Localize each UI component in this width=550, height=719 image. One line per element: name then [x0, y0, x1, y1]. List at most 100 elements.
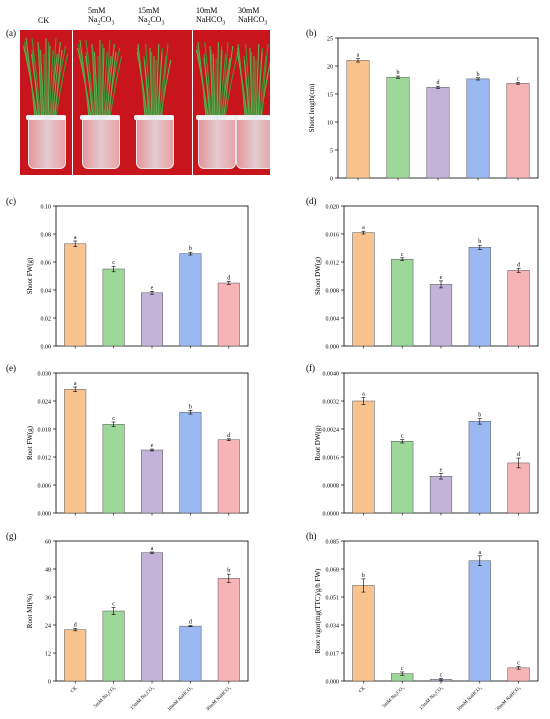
leaf-blade	[212, 53, 216, 119]
panel-letter-h: (h)	[306, 531, 317, 541]
photo-label-text: CK	[38, 16, 50, 25]
significance-letter: c	[112, 602, 115, 608]
significance-letter: b	[189, 404, 192, 410]
shoot-length-chart: 0 5 10 15 20 25 Shoot length(cm) a b d b c	[308, 36, 539, 182]
photo-label-line2: NaHCO3	[196, 15, 226, 27]
y-tick-label: 0.06	[41, 260, 52, 266]
significance-letter: b	[397, 70, 400, 76]
significance-letter: c	[112, 416, 115, 422]
photo-label-5mm-na2co3: 5mM Na2CO3	[88, 6, 114, 29]
significance-letter: b	[189, 246, 192, 252]
photo-divider	[192, 30, 193, 175]
y-tick-label: 48	[45, 567, 51, 573]
bar-1	[102, 268, 125, 347]
leaf-blade	[43, 53, 46, 119]
leaf-blade	[23, 45, 38, 119]
leaf-blade	[85, 39, 96, 119]
significance-letter: a	[74, 381, 77, 387]
leaf-blade	[54, 49, 63, 119]
y-tick-label: 0.0000	[323, 511, 340, 517]
significance-letter: a	[74, 235, 77, 241]
leaf-blade	[216, 41, 219, 119]
y-tick-label: 0.08	[41, 232, 52, 238]
leaf-blade	[261, 43, 269, 119]
leaf-blade	[106, 43, 115, 119]
leaf-blade	[249, 47, 253, 119]
leaf-blade	[55, 53, 69, 119]
pot	[28, 115, 66, 169]
significance-letter: e	[440, 275, 443, 281]
plant-photo	[20, 30, 270, 175]
bar-3	[466, 78, 490, 179]
y-axis-label: Root DW(g)	[314, 425, 322, 461]
leaf-blade	[145, 43, 152, 119]
y-tick-label: 0.000	[326, 679, 340, 685]
shoot-fw-chart: 0.00 0.02 0.04 0.06 0.08 0.10 Shoot FW(g) a c e b d	[26, 204, 249, 350]
leaf-blade	[52, 41, 61, 119]
leaf-blade	[38, 45, 44, 119]
leaf-blade	[154, 59, 157, 119]
significance-letter: a	[151, 546, 154, 552]
photo-label-line1: 5mM	[88, 6, 106, 15]
y-tick-label: 0	[48, 679, 51, 685]
y-axis-label: Shoot DW(g)	[314, 256, 322, 295]
bar-4	[217, 439, 240, 514]
y-tick-label: 0.012	[326, 260, 340, 266]
leaf-blade	[217, 45, 223, 119]
y-tick-label: 0.008	[326, 288, 340, 294]
significance-letter: b	[478, 239, 481, 245]
leaf-blade	[31, 37, 42, 119]
photo-label-line2: NaHCO3	[238, 15, 268, 27]
x-tick-label: 15mM Na₂CO₃	[419, 686, 445, 712]
leaf-blade	[37, 41, 43, 119]
y-tick-label: 0.10	[41, 204, 52, 210]
photo-divider	[72, 30, 73, 175]
leaf-blade	[50, 37, 57, 119]
pot	[236, 115, 270, 169]
y-tick-label: 0	[330, 176, 333, 182]
y-tick-label: 0.0032	[323, 399, 340, 405]
significance-letter: e	[151, 443, 154, 449]
leaf-blade	[204, 41, 213, 119]
bar-2	[426, 87, 450, 179]
y-tick-label: 0.017	[326, 651, 340, 657]
leaf-blade	[101, 47, 105, 119]
panel-letter-d: (d)	[306, 196, 317, 206]
bar-1	[391, 441, 414, 514]
significance-letter: d	[227, 276, 230, 282]
x-tick-label: CK	[70, 686, 79, 695]
bar-0	[64, 243, 87, 347]
x-tick-label: 15mM Na₂CO₃	[130, 686, 156, 712]
bar-1	[386, 76, 410, 179]
bar-1	[391, 258, 414, 347]
y-tick-label: 0.012	[38, 455, 52, 461]
y-axis-label: Shoot FW(g)	[26, 257, 34, 294]
x-tick-label: 10mM NaHCO₃	[457, 686, 484, 713]
pot	[198, 115, 236, 169]
significance-letter: b	[227, 568, 230, 574]
y-tick-label: 0.0040	[323, 371, 340, 377]
significance-letter: b	[477, 72, 480, 78]
significance-letter: d	[189, 620, 192, 626]
y-axis-label: Root FW(g)	[26, 425, 34, 460]
significance-letter: c	[517, 77, 520, 83]
significance-letter: c	[401, 252, 404, 258]
plant-photo-drawing	[23, 37, 270, 119]
significance-letter: d	[437, 80, 440, 86]
leaf-blade	[100, 43, 104, 119]
bar-3	[179, 625, 202, 682]
y-tick-label: 0.024	[38, 399, 52, 405]
leaf-blade	[31, 53, 40, 119]
y-tick-label: 24	[45, 623, 51, 629]
bar-3	[468, 421, 491, 514]
bar-4	[217, 578, 240, 682]
significance-letter: c	[401, 666, 404, 672]
bar-2	[429, 476, 453, 514]
significance-letter: b	[362, 573, 365, 579]
bar-1	[102, 610, 125, 682]
leaf-blade	[136, 51, 148, 119]
leaf-blade	[195, 49, 209, 119]
bar-0	[352, 585, 375, 682]
root-dw-chart: 0.0000 0.0008 0.0016 0.0024 0.0032 0.0040 Root…	[314, 371, 539, 517]
photo-label-line1: 15mM	[138, 6, 160, 15]
